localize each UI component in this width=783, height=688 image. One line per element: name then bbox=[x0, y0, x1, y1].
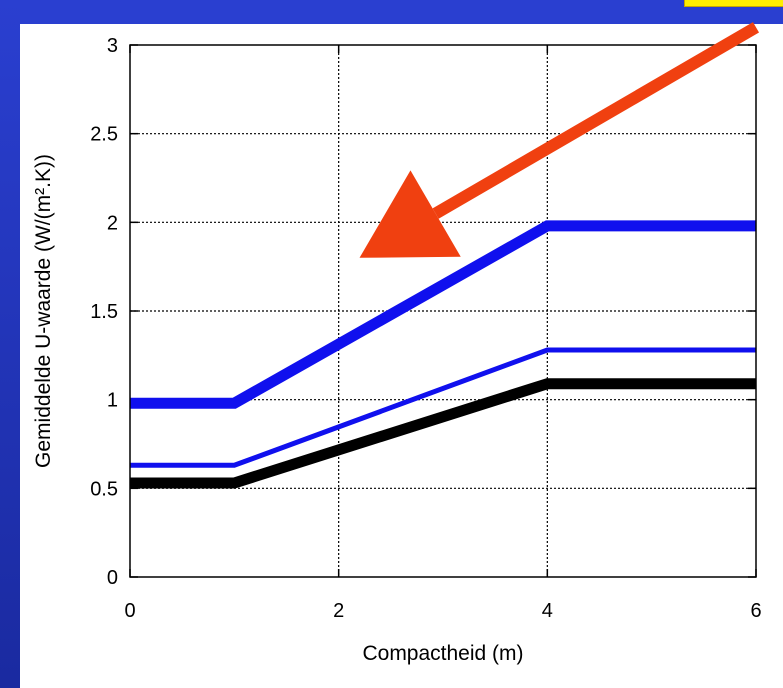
x-tick-label: 6 bbox=[750, 600, 761, 622]
y-tick-labels: 0 0.5 1 1.5 2 2.5 3 bbox=[90, 35, 118, 589]
series-line-3 bbox=[130, 378, 756, 489]
x-tick-label: 2 bbox=[333, 600, 344, 622]
series-line-2 bbox=[130, 347, 756, 468]
y-tick-label: 0.5 bbox=[90, 478, 118, 500]
slide-left-band bbox=[0, 0, 20, 688]
x-axis-title: Compactheid (m) bbox=[362, 642, 523, 665]
plot-frame bbox=[129, 44, 757, 578]
arrow-shaft bbox=[432, 22, 760, 219]
y-tick-label: 3 bbox=[107, 35, 118, 57]
arrow-head bbox=[359, 170, 461, 258]
yellow-tab bbox=[684, 0, 783, 7]
series-lines bbox=[130, 220, 756, 489]
y-tick-label: 2 bbox=[107, 212, 118, 234]
grid bbox=[130, 45, 756, 577]
x-tick-label: 4 bbox=[542, 600, 553, 622]
y-tick-label: 1.5 bbox=[90, 301, 118, 323]
y-tick-label: 2.5 bbox=[90, 124, 118, 146]
y-tick-label: 1 bbox=[107, 390, 118, 412]
slide-top-band bbox=[0, 0, 783, 24]
x-tick-labels: 0 2 4 6 bbox=[124, 600, 761, 622]
annotations bbox=[359, 22, 760, 258]
series-line-1 bbox=[130, 220, 756, 409]
y-tick-label: 0 bbox=[107, 567, 118, 589]
y-axis-title: Gemiddelde U-waarde (W/(m².K)) bbox=[32, 154, 55, 468]
x-tick-label: 0 bbox=[124, 600, 135, 622]
